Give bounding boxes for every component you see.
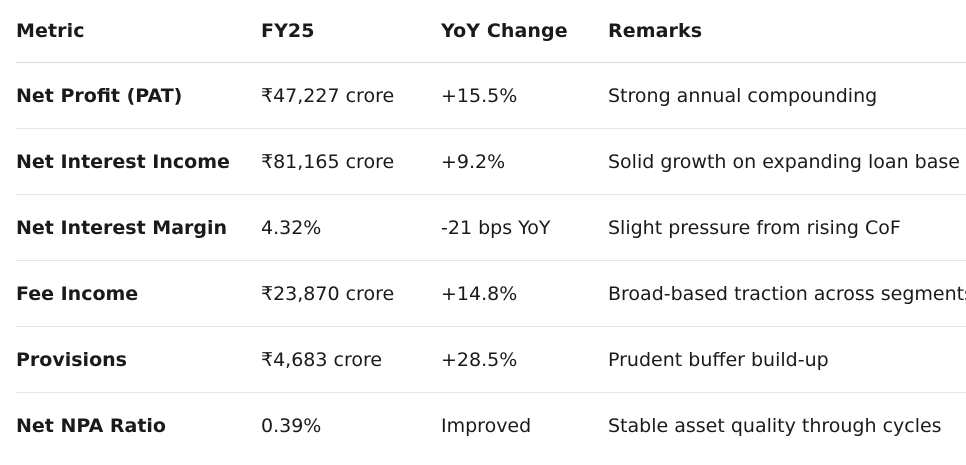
fy25-cell: ₹81,165 crore: [261, 150, 395, 173]
fy25-cell: 4.32%: [261, 216, 322, 239]
header-metric: Metric: [16, 20, 85, 42]
table-row: Net Interest Income ₹81,165 crore +9.2% …: [16, 129, 966, 195]
metric-cell: Fee Income: [16, 282, 139, 305]
header-remarks: Remarks: [608, 20, 703, 42]
remarks-cell: Prudent buffer build-up: [608, 348, 829, 371]
remarks-cell: Solid growth on expanding loan base: [608, 150, 960, 173]
yoy-cell: +15.5%: [441, 84, 518, 107]
yoy-cell: Improved: [441, 415, 532, 437]
yoy-cell: +9.2%: [441, 150, 506, 173]
yoy-cell: +28.5%: [441, 348, 518, 371]
yoy-cell: -21 bps YoY: [441, 216, 551, 239]
table-row: Provisions ₹4,683 crore +28.5% Prudent b…: [16, 327, 966, 393]
table-row: Net Interest Margin 4.32% -21 bps YoY Sl…: [16, 195, 966, 261]
table-row: Fee Income ₹23,870 crore +14.8% Broad-ba…: [16, 261, 966, 327]
metric-cell: Net Interest Margin: [16, 216, 228, 239]
metric-cell: Net NPA Ratio: [16, 415, 166, 437]
remarks-cell: Broad-based traction across segments: [608, 282, 966, 305]
metric-cell: Provisions: [16, 348, 127, 371]
remarks-cell: Stable asset quality through cycles: [608, 415, 942, 437]
table-header-row: Metric FY25 YoY Change Remarks: [16, 0, 966, 63]
fy25-cell: ₹23,870 crore: [261, 282, 395, 305]
metric-cell: Net Interest Income: [16, 150, 230, 173]
yoy-cell: +14.8%: [441, 282, 518, 305]
fy25-cell: ₹4,683 crore: [261, 348, 383, 371]
metric-cell: Net Profit (PAT): [16, 84, 183, 107]
header-yoy-change: YoY Change: [441, 20, 568, 42]
table-row: Net Profit (PAT) ₹47,227 crore +15.5% St…: [16, 63, 966, 129]
table-row: Net NPA Ratio 0.39% Improved Stable asse…: [16, 393, 966, 459]
remarks-cell: Slight pressure from rising CoF: [608, 216, 901, 239]
header-fy25: FY25: [261, 20, 315, 42]
remarks-cell: Strong annual compounding: [608, 84, 878, 107]
financial-metrics-table: Metric FY25 YoY Change Remarks Net Profi…: [16, 0, 966, 459]
fy25-cell: ₹47,227 crore: [261, 84, 395, 107]
fy25-cell: 0.39%: [261, 415, 322, 437]
